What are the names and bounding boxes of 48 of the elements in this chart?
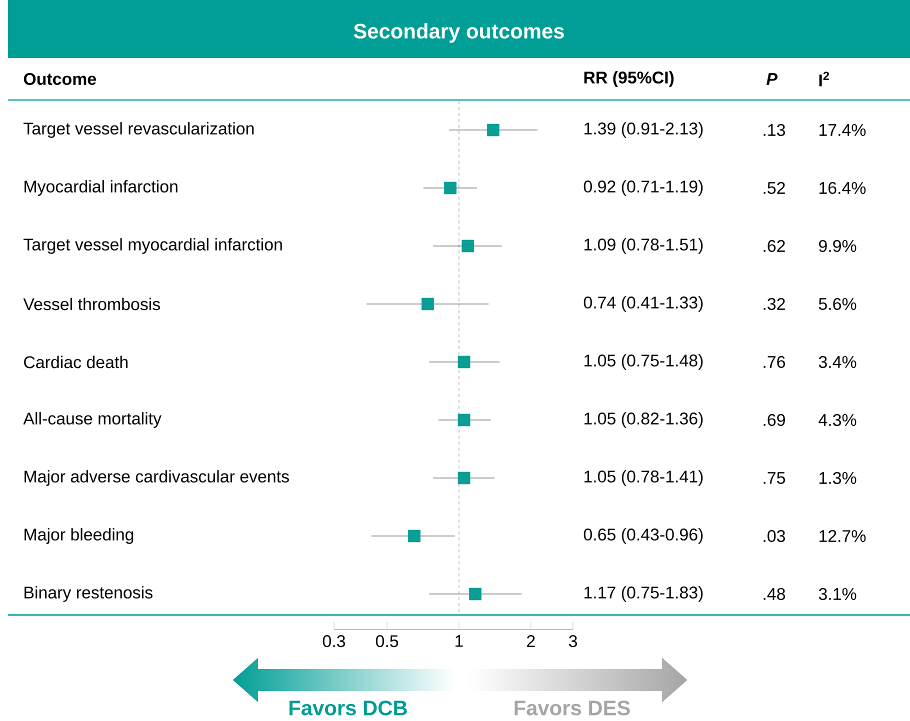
data-label: 0.65 (0.43-0.96) bbox=[584, 528, 703, 544]
chart-title: Secondary outcomes bbox=[354, 23, 564, 43]
y-tick-label: Major bleeding bbox=[24, 528, 134, 544]
data-label: 1.09 (0.78-1.51) bbox=[584, 238, 703, 254]
y-tick-label: Vessel thrombosis bbox=[23, 298, 160, 310]
text: RR (95%CI) bbox=[584, 71, 674, 87]
text: Favors DES bbox=[514, 700, 630, 716]
x-tick-label: 0.5 bbox=[376, 635, 398, 648]
text: .32 bbox=[764, 298, 785, 310]
text: .62 bbox=[764, 240, 785, 252]
text: 9.9% bbox=[819, 240, 856, 252]
y-tick-label: Myocardial infarction bbox=[24, 180, 178, 196]
x-tick-label: 1 bbox=[456, 635, 463, 647]
text: .03 bbox=[764, 530, 786, 542]
text: .52 bbox=[764, 182, 785, 194]
data-label: 0.74 (0.41-1.33) bbox=[584, 296, 703, 312]
text: .76 bbox=[764, 356, 786, 368]
text: 3.4% bbox=[818, 356, 856, 368]
data-label: 1.39 (0.91-2.13) bbox=[584, 122, 703, 138]
data-label: 1.17 (0.75-1.83) bbox=[584, 586, 703, 602]
text: 3.1% bbox=[818, 588, 856, 600]
text: 1.3% bbox=[820, 472, 856, 484]
text: I$^{2}$ bbox=[819, 72, 830, 86]
text: .13 bbox=[764, 124, 786, 136]
x-tick-label: 3 bbox=[568, 635, 577, 648]
y-tick-label: Cardiac death bbox=[24, 356, 128, 368]
data-label: 1.05 (0.78-1.41) bbox=[584, 470, 703, 486]
y-tick-label: Major adverse cardivascular events bbox=[24, 470, 289, 486]
y-tick-label: Binary restenosis bbox=[24, 586, 152, 602]
text: 5.6% bbox=[818, 298, 856, 310]
text: .48 bbox=[764, 588, 786, 600]
text: 4.3% bbox=[818, 414, 856, 426]
text: Outcome bbox=[24, 72, 96, 85]
x-tick-label: 2 bbox=[527, 635, 535, 647]
text: .75 bbox=[764, 472, 786, 484]
text: Favors DCB bbox=[290, 700, 407, 716]
text: P bbox=[766, 73, 778, 85]
y-tick-label: Target vessel myocardial infarction bbox=[24, 238, 282, 254]
text: 12.7% bbox=[820, 530, 866, 542]
data-label: 1.05 (0.82-1.36) bbox=[584, 412, 703, 428]
x-tick-label: 0.3 bbox=[322, 635, 346, 648]
y-tick-label: All-cause mortality bbox=[23, 412, 162, 428]
text: .69 bbox=[764, 414, 785, 426]
y-tick-label: Target vessel revascularization bbox=[24, 122, 254, 138]
text: 16.4% bbox=[820, 182, 866, 194]
data-label: 0.92 (0.71-1.19) bbox=[584, 180, 703, 196]
data-label: 1.05 (0.75-1.48) bbox=[584, 354, 703, 370]
text: 17.4% bbox=[820, 124, 866, 136]
